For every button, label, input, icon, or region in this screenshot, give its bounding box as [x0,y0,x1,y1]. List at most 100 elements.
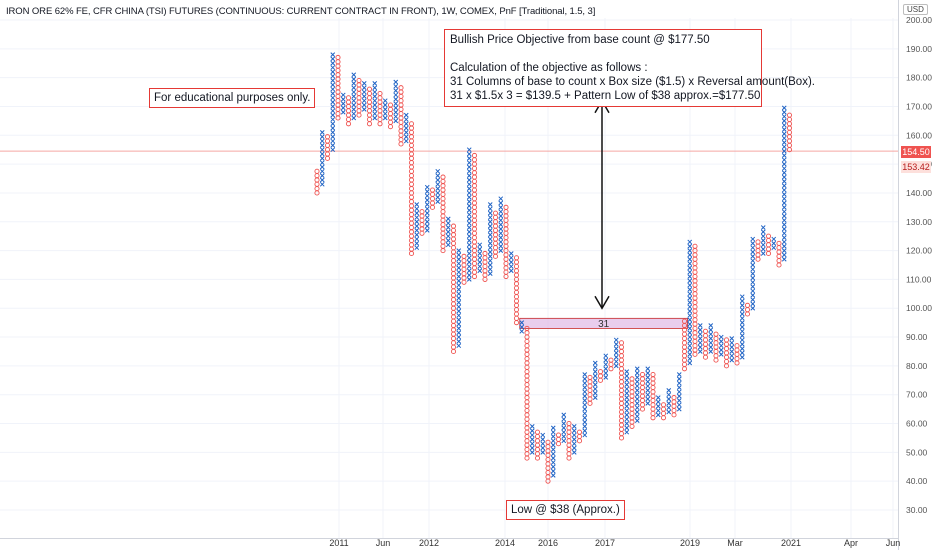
o-box [524,369,530,375]
objective-arrow-head-down [594,295,610,310]
o-column [608,357,614,372]
x-box [466,233,472,239]
o-box [366,108,373,114]
x-box [372,89,378,95]
o-box [408,177,415,183]
x-box [645,400,651,406]
x-box [571,424,577,429]
o-box [387,102,394,108]
x-box [414,228,420,233]
pnf-columns [314,52,793,484]
x-box [487,210,493,216]
x-box [687,339,693,344]
price-tick-label: 120.00 [906,246,932,256]
x-box [571,449,577,455]
x-box [739,350,745,356]
x-box [456,317,462,323]
o-box [618,374,625,380]
x-box [645,396,651,402]
x-box [729,357,735,363]
x-box [666,405,672,411]
x-box [372,85,378,91]
x-box [414,232,420,238]
x-box [529,441,535,447]
o-box [440,209,446,215]
o-box [408,199,415,205]
x-box [687,282,693,288]
o-box [618,353,625,359]
o-box [492,210,499,216]
x-box [456,274,462,279]
x-column [718,334,724,357]
o-box [629,389,635,395]
x-box [424,202,430,207]
x-box [645,388,651,393]
x-box [330,112,336,118]
x-box [435,186,441,191]
x-box [382,115,388,121]
price-axis: 30.00 40.00 50.00 60.00 70.00 80.00 90.00 100.0… [898,0,932,550]
x-column [519,320,525,334]
price-tick-label: 70.00 [906,390,928,400]
x-box [634,409,640,415]
x-box [687,326,693,331]
o-box [356,112,362,118]
x-box [739,333,745,338]
x-box [582,419,588,425]
currency-label[interactable]: USD [903,4,928,15]
o-box [471,226,478,232]
o-box [377,95,383,101]
x-box [750,275,756,281]
o-box [734,351,740,357]
o-box [576,429,583,435]
x-box [456,313,462,318]
x-box [540,441,546,447]
x-box [340,92,346,98]
o-box [324,142,331,148]
x-column [708,323,714,354]
x-box [330,117,336,122]
x-box [424,197,430,203]
o-column [639,371,646,412]
x-box [466,242,472,248]
x-box [372,81,378,86]
o-box [408,224,415,231]
o-column [356,77,362,118]
x-box [760,225,766,230]
x-box [708,327,714,333]
o-box [461,253,467,259]
o-box [482,272,488,278]
x-box [477,246,483,252]
o-box [650,406,656,412]
x-box [330,99,336,105]
o-column [524,325,530,461]
o-box [524,351,530,357]
x-box [781,135,787,141]
o-box [492,253,499,259]
x-box [687,265,693,271]
x-box [330,108,336,114]
x-box [634,400,640,406]
x-box [697,344,703,350]
o-box [765,237,772,244]
o-box [408,186,415,192]
time-tick-label: 2014 [495,538,515,548]
x-column [571,424,577,455]
o-column [429,187,436,210]
o-column [681,318,688,372]
o-box [650,397,656,404]
x-column [729,336,735,363]
o-column [324,134,331,161]
o-box [408,229,415,235]
o-box [471,174,478,180]
x-box [330,147,336,153]
o-box [776,240,782,246]
o-column [471,152,478,280]
o-box [692,351,698,357]
o-box [450,340,457,346]
o-box [692,269,698,275]
x-box [393,79,399,85]
o-box [524,408,530,414]
o-box [524,347,530,353]
